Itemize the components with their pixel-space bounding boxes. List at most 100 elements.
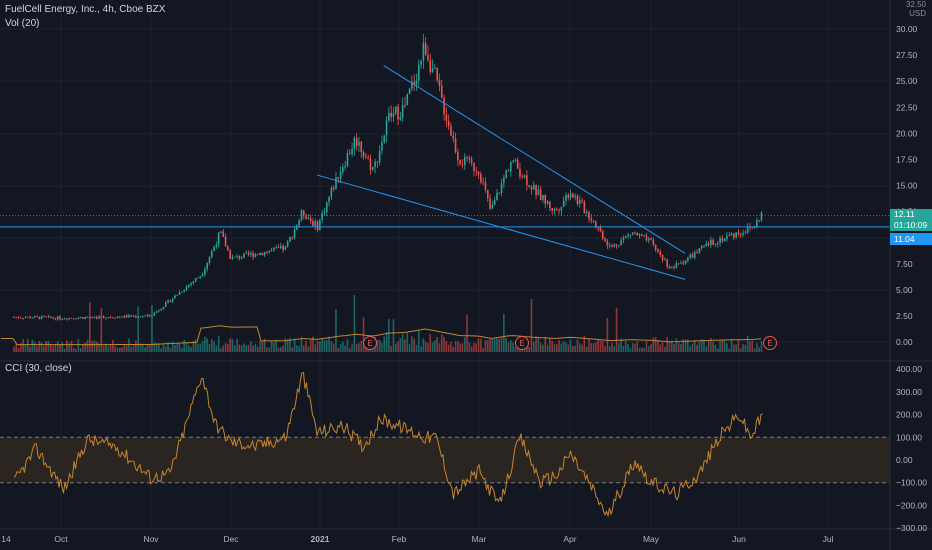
candle-body[interactable] <box>440 85 443 98</box>
candle-body[interactable] <box>277 247 280 249</box>
candle-body[interactable] <box>668 266 671 269</box>
candle-body[interactable] <box>314 221 317 227</box>
candle-body[interactable] <box>376 161 379 163</box>
candle-body[interactable] <box>275 247 277 249</box>
candle-body[interactable] <box>560 206 563 211</box>
candle-body[interactable] <box>116 316 119 319</box>
volume-indicator-label[interactable]: Vol (20) <box>5 18 40 29</box>
candle-body[interactable] <box>348 153 351 154</box>
candle-body[interactable] <box>344 165 346 168</box>
candle-body[interactable] <box>378 150 381 163</box>
candle-body[interactable] <box>49 316 52 318</box>
earnings-marker[interactable] <box>515 336 529 350</box>
candle-body[interactable] <box>723 238 726 242</box>
candle-body[interactable] <box>164 302 167 307</box>
candle-body[interactable] <box>415 80 418 85</box>
candle-body[interactable] <box>70 317 73 319</box>
candle-body[interactable] <box>362 152 365 157</box>
candle-body[interactable] <box>59 316 61 320</box>
candle-body[interactable] <box>220 231 222 233</box>
candle-body[interactable] <box>208 257 211 264</box>
candle-body[interactable] <box>583 201 586 214</box>
candle-body[interactable] <box>52 317 54 319</box>
candle-body[interactable] <box>627 234 629 236</box>
candle-body[interactable] <box>680 262 682 264</box>
candle-body[interactable] <box>206 263 208 270</box>
candle-body[interactable] <box>406 93 409 105</box>
candle-body[interactable] <box>553 209 556 211</box>
candle-body[interactable] <box>397 106 399 120</box>
candle-body[interactable] <box>178 292 181 295</box>
candle-body[interactable] <box>753 227 756 229</box>
candle-body[interactable] <box>54 318 57 320</box>
candle-body[interactable] <box>68 317 70 320</box>
candle-body[interactable] <box>123 315 126 318</box>
candle-body[interactable] <box>40 316 43 319</box>
candle-body[interactable] <box>551 208 553 211</box>
candle-body[interactable] <box>286 241 289 247</box>
candle-body[interactable] <box>107 317 110 319</box>
trendline-upper[interactable] <box>383 65 686 254</box>
candle-body[interactable] <box>434 68 436 69</box>
candle-body[interactable] <box>102 316 105 319</box>
candle-body[interactable] <box>319 219 321 230</box>
candle-body[interactable] <box>95 317 98 319</box>
candle-body[interactable] <box>537 189 540 196</box>
candle-body[interactable] <box>282 245 284 251</box>
candle-body[interactable] <box>730 233 733 236</box>
candle-body[interactable] <box>167 300 169 303</box>
candle-body[interactable] <box>546 201 549 204</box>
candle-body[interactable] <box>194 278 197 282</box>
candle-body[interactable] <box>411 81 413 89</box>
candle-body[interactable] <box>703 245 705 247</box>
candle-body[interactable] <box>323 212 326 214</box>
candle-body[interactable] <box>447 120 450 127</box>
candle-body[interactable] <box>390 112 392 117</box>
candle-body[interactable] <box>613 244 616 247</box>
candle-body[interactable] <box>252 253 254 258</box>
candle-body[interactable] <box>353 138 356 150</box>
candle-body[interactable] <box>231 257 234 259</box>
candle-body[interactable] <box>300 210 303 221</box>
candle-body[interactable] <box>562 200 565 207</box>
candle-body[interactable] <box>737 232 740 235</box>
candle-body[interactable] <box>558 210 560 212</box>
candle-body[interactable] <box>728 235 731 236</box>
candle-body[interactable] <box>263 252 266 256</box>
candle-body[interactable] <box>351 149 353 154</box>
candle-body[interactable] <box>227 246 229 251</box>
candle-body[interactable] <box>657 249 659 252</box>
candle-body[interactable] <box>365 156 367 158</box>
candle-body[interactable] <box>597 227 599 229</box>
cci-indicator-label[interactable]: CCI (30, close) <box>5 363 72 374</box>
candle-body[interactable] <box>15 316 18 318</box>
candle-body[interactable] <box>84 317 87 319</box>
candle-body[interactable] <box>555 209 558 211</box>
candle-body[interactable] <box>595 221 597 228</box>
candle-body[interactable] <box>758 220 760 221</box>
candle-body[interactable] <box>392 113 395 117</box>
candle-body[interactable] <box>176 294 179 296</box>
candle-body[interactable] <box>539 189 542 201</box>
candle-body[interactable] <box>666 259 668 267</box>
candle-body[interactable] <box>733 233 735 238</box>
candle-body[interactable] <box>305 215 307 220</box>
candle-body[interactable] <box>316 221 319 230</box>
candle-body[interactable] <box>677 263 680 265</box>
candle-body[interactable] <box>346 153 349 166</box>
candle-body[interactable] <box>29 316 31 319</box>
candle-body[interactable] <box>284 246 287 251</box>
candle-body[interactable] <box>367 157 369 159</box>
candle-body[interactable] <box>153 312 156 316</box>
candle-body[interactable] <box>100 316 103 318</box>
candle-body[interactable] <box>394 106 397 114</box>
candle-body[interactable] <box>213 246 215 252</box>
candle-body[interactable] <box>330 187 333 197</box>
candle-body[interactable] <box>82 317 84 319</box>
candle-body[interactable] <box>245 252 248 254</box>
candle-body[interactable] <box>700 246 703 249</box>
candle-body[interactable] <box>526 175 528 186</box>
candle-body[interactable] <box>160 309 162 311</box>
candle-body[interactable] <box>321 213 323 220</box>
candle-body[interactable] <box>199 276 202 278</box>
